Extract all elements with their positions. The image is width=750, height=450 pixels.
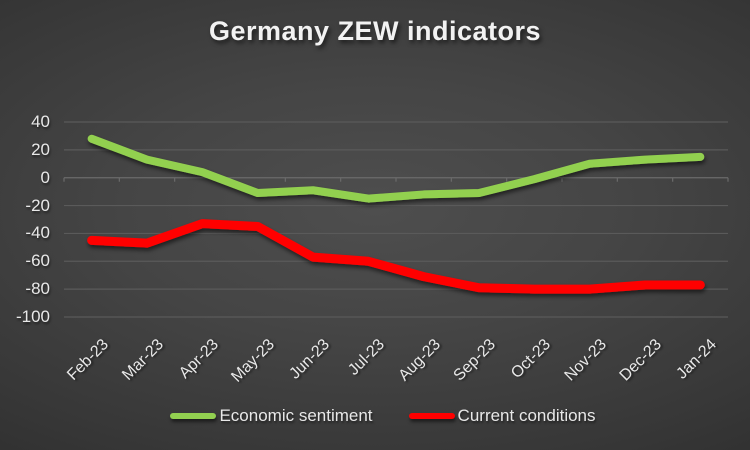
y-axis-label: -20 <box>25 195 50 215</box>
legend-line-swatch-economic-sentiment <box>170 413 217 419</box>
legend-item-current-conditions: Current conditions <box>408 406 596 426</box>
y-axis-label: -100 <box>15 307 50 326</box>
legend-item-economic-sentiment: Economic sentiment <box>170 406 373 426</box>
series-line-current-conditions <box>87 219 705 294</box>
legend-line-swatch-current-conditions <box>408 413 455 419</box>
legend-label-economic-sentiment: Economic sentiment <box>219 406 373 425</box>
y-axis-label: -80 <box>25 279 50 299</box>
y-axis-label: -60 <box>25 251 50 271</box>
y-axis-label: 40 <box>31 112 50 131</box>
chart-title: Germany ZEW indicators <box>208 16 542 46</box>
series-line-economic-sentiment <box>87 134 705 203</box>
series-lines <box>87 134 705 294</box>
y-axis-label: 20 <box>31 139 50 159</box>
legend-label-current-conditions: Current conditions <box>457 406 596 425</box>
y-axis-label: 0 <box>40 167 50 187</box>
y-axis-label: -40 <box>25 223 50 243</box>
chart-legend: Economic sentiment Current conditions <box>0 406 750 426</box>
